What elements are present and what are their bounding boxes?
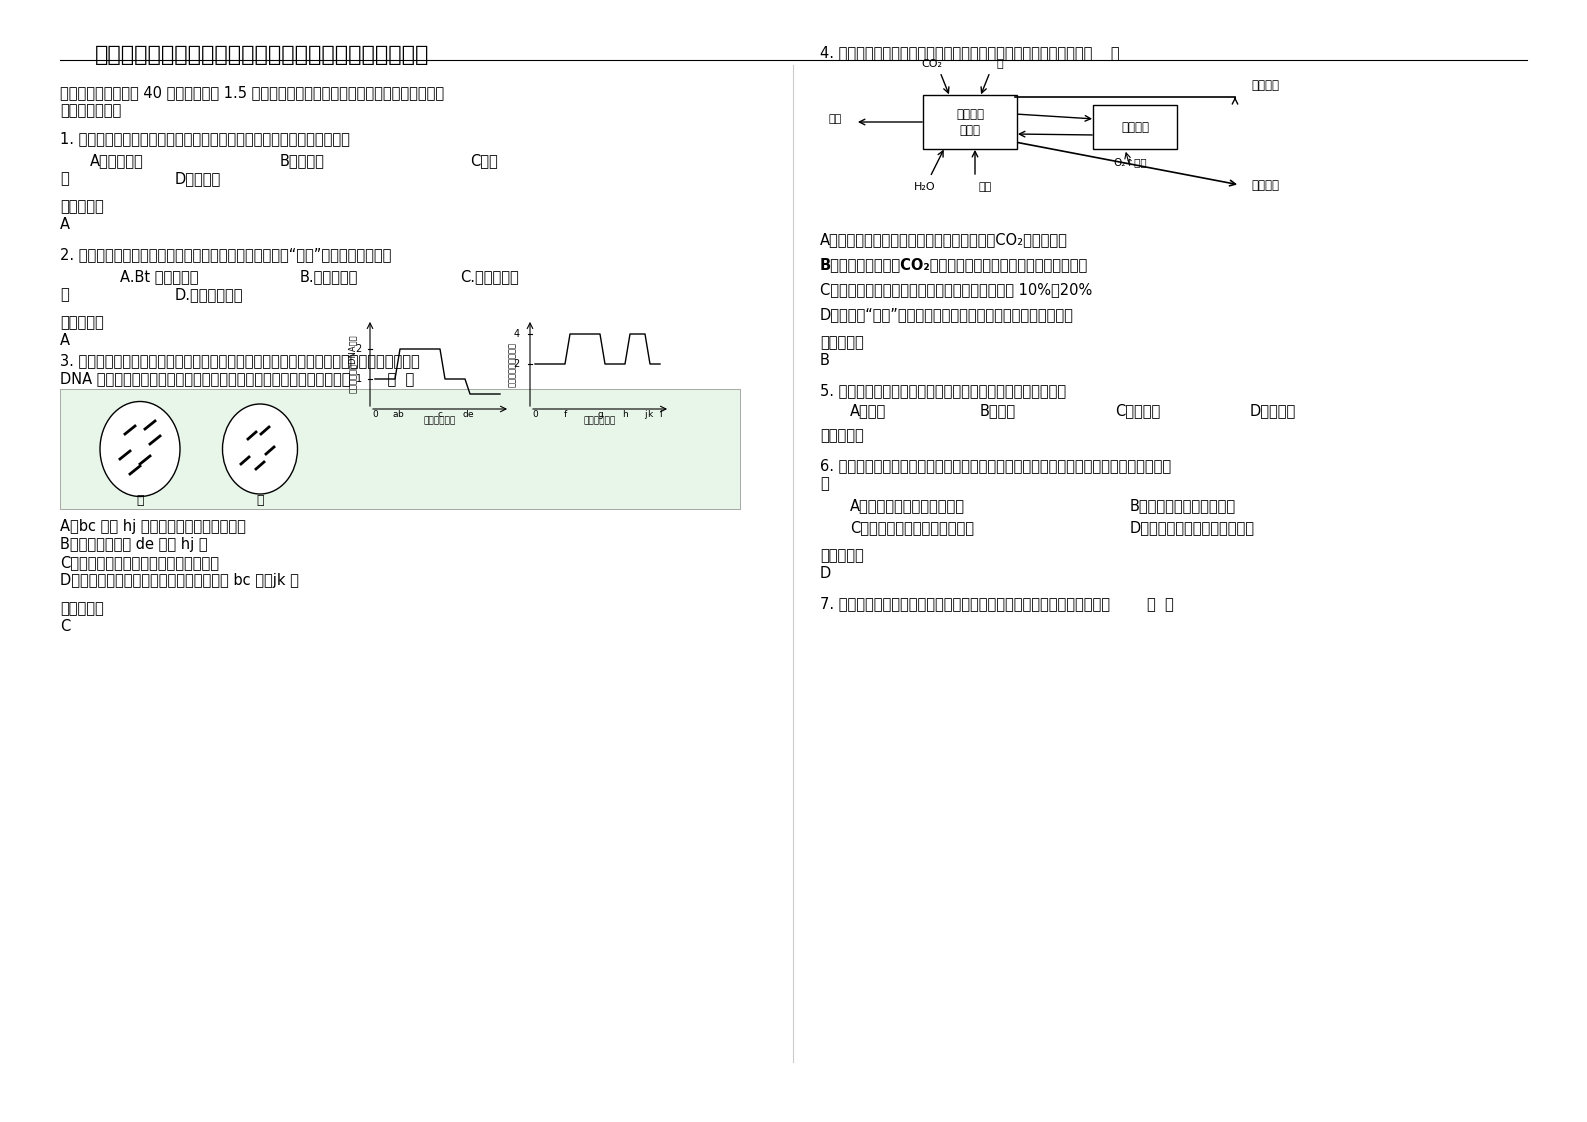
Text: C．胰岛素: C．胰岛素 [1116,403,1160,419]
Text: 细胞分裂时期: 细胞分裂时期 [424,416,455,425]
Text: B．在晴朗的夏天，CO₂浓度往往成为植物固定太阳能的限制因素: B．在晴朗的夏天，CO₂浓度往往成为植物固定太阳能的限制因素 [820,257,1089,272]
Text: 参考答案：: 参考答案： [820,335,863,350]
Text: 呼吸消耗: 呼吸消耗 [1120,120,1149,134]
Text: B: B [820,353,830,368]
Text: D．降低侧芽部位的生长素浓度: D．降低侧芽部位的生长素浓度 [1130,519,1255,535]
Text: 参考答案：: 参考答案： [60,315,103,330]
Text: 7. 右图中的曲线显示了两种使人体获得免疫力的方法；下列说法正确的是        （  ）: 7. 右图中的曲线显示了两种使人体获得免疫力的方法；下列说法正确的是 （ ） [820,596,1174,611]
Text: 4: 4 [514,329,521,339]
Text: DNA 的含量变化及一个细胞中染色体组的变化。下列有关叙述正确的是        （  ）: DNA 的含量变化及一个细胞中染色体组的变化。下列有关叙述正确的是 （ ） [60,371,414,386]
Text: 3. 下面是某一高等动物体内细胞分裂的示意图，曲线图分别表示该动物细胞中一条染色体上: 3. 下面是某一高等动物体内细胞分裂的示意图，曲线图分别表示该动物细胞中一条染色… [60,353,419,368]
Text: CO₂: CO₂ [922,59,943,68]
Text: C．增大侧芽部位的生长素浓度: C．增大侧芽部位的生长素浓度 [851,519,974,535]
Text: f: f [563,410,567,419]
Text: 2: 2 [355,344,362,355]
FancyBboxPatch shape [1093,105,1178,149]
Ellipse shape [100,402,179,497]
Text: 2. 我国有自主知识产权的转基因抗虫棉，就是基因工程的“产品”，它转入的基因是: 2. 我国有自主知识产权的转基因抗虫棉，就是基因工程的“产品”，它转入的基因是 [60,247,392,263]
Text: b: b [397,410,403,419]
Text: 河北省衡水市娄东街中学高二生物上学期期末试题含解析: 河北省衡水市娄东街中学高二生物上学期期末试题含解析 [95,45,430,65]
Text: 参考答案：: 参考答案： [60,199,103,214]
Ellipse shape [222,404,297,494]
Text: 2: 2 [514,359,521,369]
Text: 6. 对行道树定期进行整枝修剪，可促使侧芽发育成枝，增大遮荫面积，这是因为整枝修剪: 6. 对行道树定期进行整枝修剪，可促使侧芽发育成枝，增大遮荫面积，这是因为整枝修… [820,458,1171,473]
Text: 细胞分裂时期: 细胞分裂时期 [584,416,616,425]
Text: 1. 在不损伤植物细胞内部结构的情况下，下列可用于去除细胞壁的物质是: 1. 在不损伤植物细胞内部结构的情况下，下列可用于去除细胞壁的物质是 [60,131,349,146]
Text: D．图中的“营养”是指落叶和枯枝中能被植物再利用的有机营养: D．图中的“营养”是指落叶和枯枝中能被植物再利用的有机营养 [820,307,1074,322]
Text: D．基因重组可发生于形成乙图的过程中的 bc 段、jk 段: D．基因重组可发生于形成乙图的过程中的 bc 段、jk 段 [60,573,298,588]
Text: D．脂肪酶: D．脂肪酶 [175,171,221,186]
Text: 可: 可 [820,476,828,491]
Text: B．乙图可对应于 de 段和 hj 段: B．乙图可对应于 de 段和 hj 段 [60,537,208,552]
Text: c: c [438,410,443,419]
Text: 4. 下图为植物所固定的太阳能的限制因素图解，有关分析正确的是［    ］: 4. 下图为植物所固定的太阳能的限制因素图解，有关分析正确的是［ ］ [820,45,1119,59]
Text: C．甲、乙两图可同时在动物睾丸中发生: C．甲、乙两图可同时在动物睾丸中发生 [60,555,219,570]
Text: 取食: 取食 [828,114,841,125]
Text: 0: 0 [532,410,538,419]
Text: 光: 光 [997,59,1003,68]
Text: A．bc 段和 hj 可能对应于同一细胞分裂图: A．bc 段和 hj 可能对应于同一细胞分裂图 [60,519,246,534]
Text: 一、选择题（本题共 40 小题，每小题 1.5 分。在每小题给出的四个选项中，只有一项是符合: 一、选择题（本题共 40 小题，每小题 1.5 分。在每小题给出的四个选项中，只… [60,85,444,100]
Text: A．增多侧芽部位的营养物质: A．增多侧芽部位的营养物质 [851,498,965,513]
Text: B．增强侧芽部位光的强度: B．增强侧芽部位光的强度 [1130,498,1236,513]
Text: 5. 下列物质中，在正常情况下不应该出现在人体内环境中的是: 5. 下列物质中，在正常情况下不应该出现在人体内环境中的是 [820,383,1066,398]
Text: D．氨基酸: D．氨基酸 [1251,403,1297,419]
Text: C．盐: C．盐 [470,153,498,168]
Text: d: d [462,410,468,419]
Text: C: C [60,619,70,634]
Text: A．影响植物固定太阳能的因素只有光、水、CO₂、矿质营养: A．影响植物固定太阳能的因素只有光、水、CO₂、矿质营养 [820,232,1068,247]
Text: B．蛋白酶: B．蛋白酶 [279,153,325,168]
FancyBboxPatch shape [60,389,740,509]
Text: 总生产量: 总生产量 [1251,178,1279,192]
Text: k: k [647,410,652,419]
Text: g: g [597,410,603,419]
Text: H₂O: H₂O [914,182,936,192]
Text: 光合作用: 光合作用 [955,108,984,120]
Text: 生物量: 生物量 [960,123,981,137]
Text: 一条染色体上DNA含量: 一条染色体上DNA含量 [348,334,357,394]
Text: 净生产量: 净生产量 [1251,79,1279,92]
Text: j: j [644,410,646,419]
Text: l: l [659,410,662,419]
Text: 乙: 乙 [256,494,263,507]
Text: C．通过食流入下一营养级的能量只有净生产量的 10%～20%: C．通过食流入下一营养级的能量只有净生产量的 10%～20% [820,282,1092,297]
Text: 一个细胞中染色体组: 一个细胞中染色体组 [508,341,516,386]
Text: C.抗除草剂基: C.抗除草剂基 [460,269,519,284]
FancyBboxPatch shape [924,95,1017,149]
Text: 参考答案：: 参考答案： [60,601,103,616]
Text: D.抗原决定基因: D.抗原决定基因 [175,287,243,302]
Text: a: a [392,410,398,419]
Text: A: A [60,333,70,348]
Text: 因: 因 [60,287,68,302]
Text: B.抗病毒基因: B.抗病毒基因 [300,269,359,284]
Text: B．糖原: B．糖原 [981,403,1016,419]
Text: A: A [60,217,70,232]
Text: 1: 1 [355,374,362,384]
Text: 0: 0 [371,410,378,419]
Text: e: e [467,410,473,419]
Text: 甲: 甲 [136,494,144,507]
Text: 营养: 营养 [978,182,992,192]
Text: A．抗体: A．抗体 [851,403,886,419]
Text: 题目要求的。）: 题目要求的。） [60,103,121,118]
Text: 参考答案：: 参考答案： [820,427,863,443]
Text: h: h [622,410,628,419]
Text: 酸: 酸 [60,171,68,186]
Text: O₂↑温度: O₂↑温度 [1112,157,1147,167]
Text: 参考答案：: 参考答案： [820,548,863,563]
Text: D: D [820,565,832,581]
Text: A．纤维素酶: A．纤维素酶 [90,153,144,168]
Text: A.Bt 毒蛋白基因: A.Bt 毒蛋白基因 [121,269,198,284]
